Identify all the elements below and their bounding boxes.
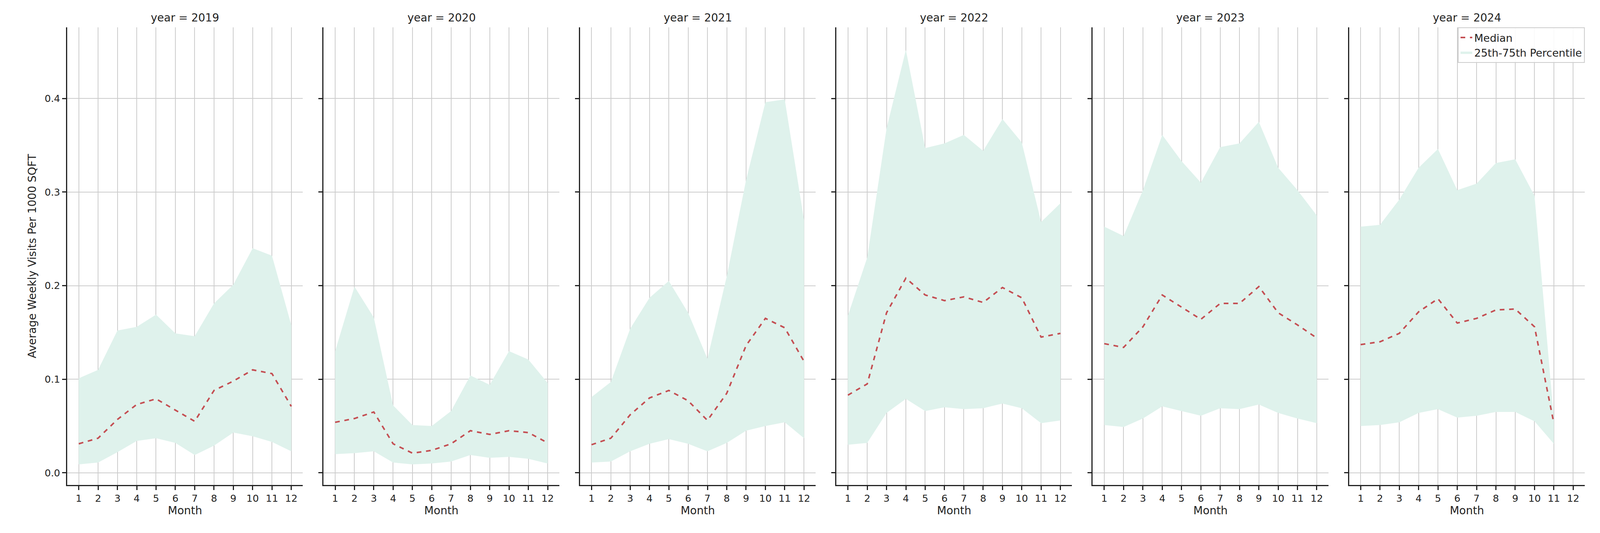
svg-text:1: 1 (75, 492, 83, 505)
svg-text:Average Weekly Visits Per 1000: Average Weekly Visits Per 1000 SQFT (25, 153, 39, 359)
svg-text:7: 7 (1473, 492, 1480, 505)
svg-text:11: 11 (1547, 492, 1561, 505)
svg-text:9: 9 (742, 492, 750, 505)
svg-text:11: 11 (1034, 492, 1048, 505)
svg-text:9: 9 (230, 492, 237, 505)
svg-text:10: 10 (1271, 492, 1285, 505)
svg-text:10: 10 (1015, 492, 1029, 505)
svg-text:2: 2 (351, 492, 358, 505)
svg-text:Month: Month (680, 504, 715, 518)
svg-text:12: 12 (285, 492, 298, 505)
svg-text:Month: Month (167, 504, 203, 518)
svg-text:10: 10 (502, 492, 516, 505)
svg-text:7: 7 (960, 492, 967, 505)
svg-text:1: 1 (588, 492, 595, 505)
svg-text:4: 4 (1415, 492, 1422, 505)
svg-text:Median: Median (1474, 32, 1513, 45)
svg-text:8: 8 (1492, 492, 1500, 505)
svg-text:2: 2 (1376, 492, 1384, 505)
svg-text:Month: Month (424, 504, 459, 518)
svg-text:5: 5 (1434, 492, 1442, 505)
svg-text:year = 2024: year = 2024 (1432, 11, 1502, 25)
svg-text:4: 4 (1158, 492, 1166, 505)
svg-text:year = 2021: year = 2021 (663, 11, 733, 25)
svg-text:6: 6 (172, 492, 179, 505)
svg-text:year = 2019: year = 2019 (150, 11, 220, 25)
svg-text:0.4: 0.4 (44, 92, 61, 105)
svg-text:7: 7 (448, 492, 455, 505)
svg-text:12: 12 (1054, 492, 1067, 505)
svg-text:4: 4 (133, 492, 140, 505)
svg-text:10: 10 (1528, 492, 1542, 505)
svg-text:0.0: 0.0 (44, 467, 61, 479)
svg-text:0.1: 0.1 (44, 373, 61, 386)
svg-text:Month: Month (1449, 504, 1484, 518)
svg-text:year = 2023: year = 2023 (1176, 11, 1245, 25)
svg-text:5: 5 (922, 492, 929, 505)
svg-text:7: 7 (704, 492, 711, 505)
svg-text:3: 3 (1139, 492, 1147, 505)
svg-text:8: 8 (210, 492, 218, 505)
svg-text:11: 11 (1291, 492, 1304, 505)
svg-text:11: 11 (778, 492, 792, 505)
svg-text:10: 10 (759, 492, 772, 505)
svg-text:5: 5 (409, 492, 416, 505)
svg-text:3: 3 (1396, 492, 1403, 505)
svg-text:12: 12 (797, 492, 811, 505)
svg-text:1: 1 (1357, 492, 1364, 505)
svg-text:0.2: 0.2 (44, 280, 61, 292)
svg-text:year = 2022: year = 2022 (919, 11, 989, 25)
svg-text:5: 5 (665, 492, 672, 505)
svg-text:7: 7 (191, 492, 198, 505)
svg-text:11: 11 (522, 492, 535, 505)
svg-text:3: 3 (370, 492, 377, 505)
svg-text:year = 2020: year = 2020 (407, 11, 476, 25)
svg-text:5: 5 (1178, 492, 1185, 505)
svg-text:2: 2 (94, 492, 102, 505)
svg-text:9: 9 (1255, 492, 1263, 505)
svg-text:9: 9 (1512, 492, 1519, 505)
svg-text:12: 12 (1566, 492, 1580, 505)
svg-text:12: 12 (541, 492, 554, 505)
svg-text:Month: Month (937, 504, 972, 518)
svg-text:8: 8 (467, 492, 474, 505)
svg-text:4: 4 (902, 492, 909, 505)
svg-text:6: 6 (428, 492, 435, 505)
svg-text:8: 8 (980, 492, 987, 505)
svg-text:9: 9 (999, 492, 1006, 505)
svg-text:6: 6 (1197, 492, 1204, 505)
svg-text:1: 1 (332, 492, 339, 505)
svg-text:4: 4 (646, 492, 653, 505)
svg-text:25th-75th Percentile: 25th-75th Percentile (1474, 46, 1583, 59)
svg-text:Month: Month (1193, 504, 1228, 518)
svg-text:11: 11 (265, 492, 279, 505)
svg-text:12: 12 (1310, 492, 1324, 505)
svg-text:6: 6 (941, 492, 948, 505)
svg-text:3: 3 (626, 492, 634, 505)
svg-text:2: 2 (864, 492, 871, 505)
svg-text:1: 1 (1101, 492, 1108, 505)
svg-text:4: 4 (389, 492, 397, 505)
svg-text:6: 6 (685, 492, 692, 505)
svg-text:9: 9 (486, 492, 493, 505)
svg-text:0.3: 0.3 (44, 186, 61, 199)
svg-text:6: 6 (1454, 492, 1461, 505)
svg-text:8: 8 (723, 492, 731, 505)
svg-text:2: 2 (1120, 492, 1127, 505)
svg-text:2: 2 (607, 492, 615, 505)
svg-text:3: 3 (883, 492, 890, 505)
svg-text:8: 8 (1236, 492, 1243, 505)
svg-text:3: 3 (114, 492, 121, 505)
svg-text:5: 5 (153, 492, 160, 505)
svg-text:1: 1 (844, 492, 852, 505)
svg-text:10: 10 (246, 492, 259, 505)
svg-text:7: 7 (1217, 492, 1224, 505)
